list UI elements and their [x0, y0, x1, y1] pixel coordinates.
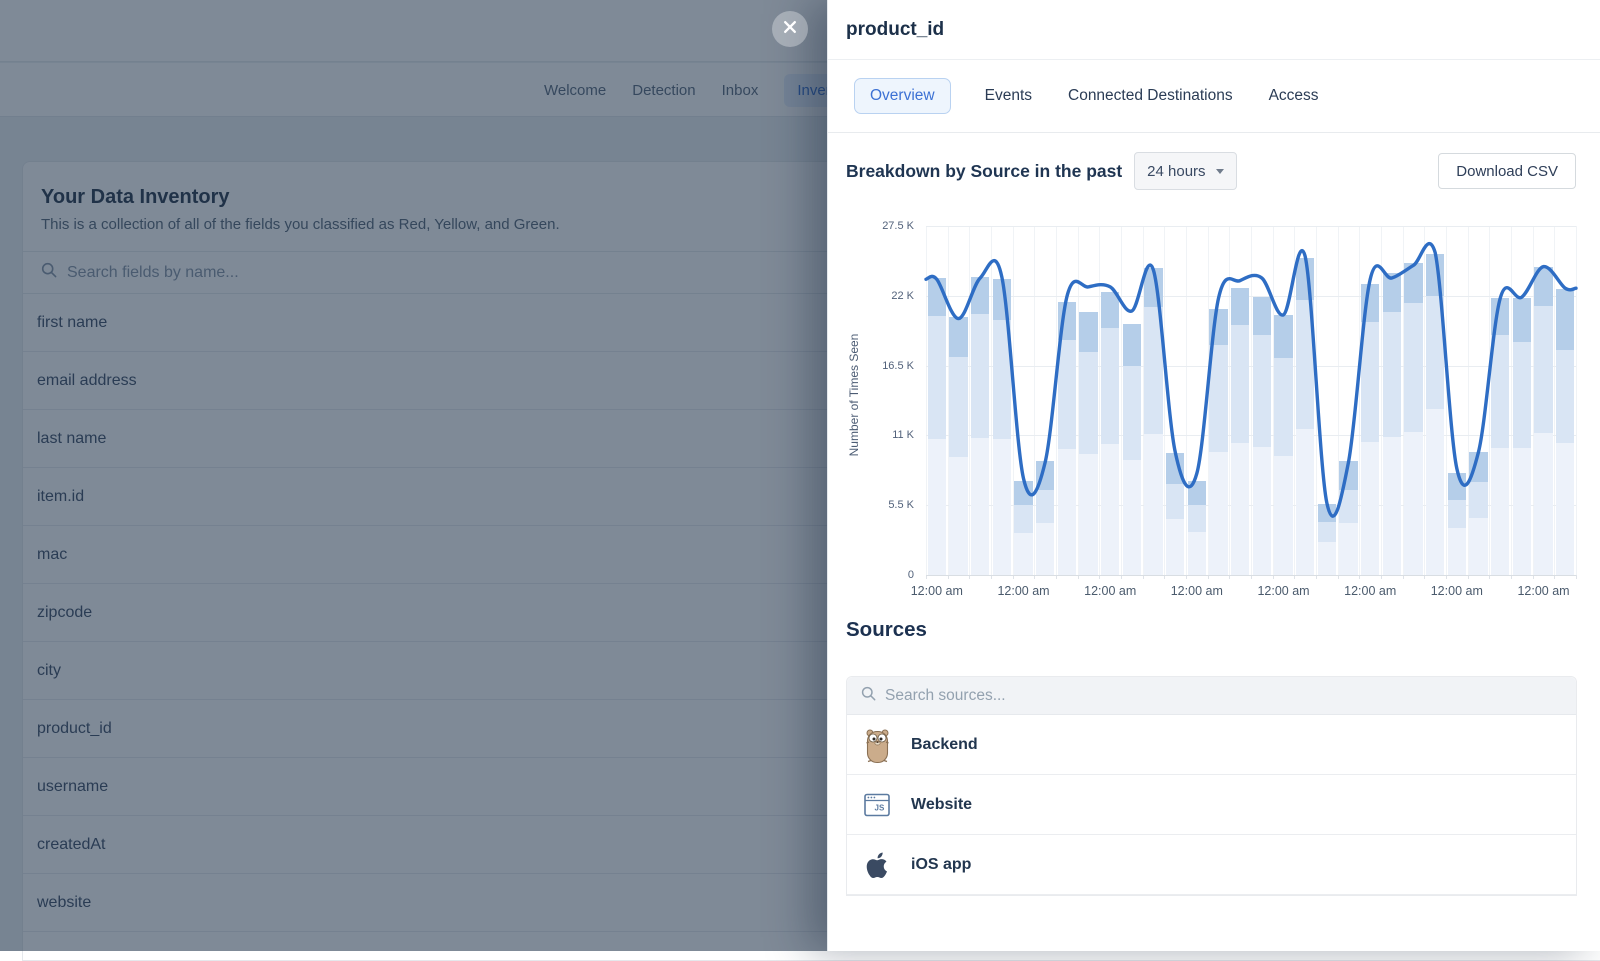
source-name: iOS app: [911, 856, 971, 874]
drawer-header: product_id: [828, 0, 1600, 60]
source-row-backend[interactable]: Backend: [847, 715, 1576, 775]
source-row-ios-app[interactable]: iOS app: [847, 835, 1576, 895]
y-tick-label: 0: [908, 569, 914, 581]
sources-heading: Sources: [846, 618, 927, 642]
sources-search-input[interactable]: [885, 687, 1385, 705]
x-tick-label: 12:00 am: [1171, 584, 1223, 598]
field-detail-drawer: product_id Overview Events Connected Desti…: [827, 0, 1600, 951]
download-csv-button[interactable]: Download CSV: [1438, 153, 1576, 189]
x-tick-label: 12:00 am: [1431, 584, 1483, 598]
breakdown-section-header: Breakdown by Source in the past 24 hours…: [828, 149, 1600, 193]
sources-panel: Backend JS Website iOS app: [846, 676, 1577, 896]
gopher-icon: [863, 725, 891, 765]
y-tick-label: 5.5 K: [888, 499, 914, 511]
sources-search-bar[interactable]: [847, 677, 1576, 715]
time-range-value: 24 hours: [1147, 163, 1205, 180]
y-tick-label: 11 K: [892, 429, 914, 441]
chevron-down-icon: [1216, 169, 1224, 174]
javascript-browser-icon: JS: [863, 785, 891, 825]
modal-overlay[interactable]: [0, 0, 827, 951]
search-icon: [861, 686, 876, 706]
x-tick-label: 12:00 am: [997, 584, 1049, 598]
time-range-dropdown[interactable]: 24 hours: [1134, 152, 1236, 190]
x-tick-label: 12:00 am: [1344, 584, 1396, 598]
tab-access[interactable]: Access: [1267, 78, 1321, 114]
apple-icon: [863, 845, 891, 885]
x-axis-labels: 12:00 am 12:00 am 12:00 am 12:00 am 12:00 am…: [926, 584, 1576, 600]
y-tick-label: 22 K: [891, 290, 914, 302]
vertical-gridline: [1576, 226, 1577, 575]
close-icon: [783, 20, 797, 39]
x-axis-tick: [1576, 575, 1577, 579]
x-tick-label: 12:00 am: [1517, 584, 1569, 598]
x-tick-label: 12:00 am: [1257, 584, 1309, 598]
x-tick-label: 12:00 am: [1084, 584, 1136, 598]
tab-connected-destinations[interactable]: Connected Destinations: [1066, 78, 1235, 114]
svg-text:JS: JS: [875, 803, 885, 812]
close-drawer-button[interactable]: [772, 11, 808, 47]
drawer-tabs: Overview Events Connected Destinations Acce…: [828, 60, 1600, 133]
source-list: Backend JS Website iOS app: [847, 715, 1576, 895]
chart-plot-area[interactable]: [926, 226, 1576, 575]
drawer-title: product_id: [846, 19, 944, 41]
tab-events[interactable]: Events: [983, 78, 1034, 114]
horizontal-gridline: [926, 575, 1576, 576]
tab-overview[interactable]: Overview: [854, 78, 951, 114]
x-tick-label: 12:00 am: [911, 584, 963, 598]
breakdown-heading: Breakdown by Source in the past: [846, 161, 1122, 182]
source-row-website[interactable]: JS Website: [847, 775, 1576, 835]
source-name: Website: [911, 796, 972, 814]
trend-line: [926, 226, 1576, 575]
y-tick-label: 27.5 K: [882, 220, 914, 232]
source-name: Backend: [911, 736, 978, 754]
y-tick-label: 16.5 K: [882, 360, 914, 372]
